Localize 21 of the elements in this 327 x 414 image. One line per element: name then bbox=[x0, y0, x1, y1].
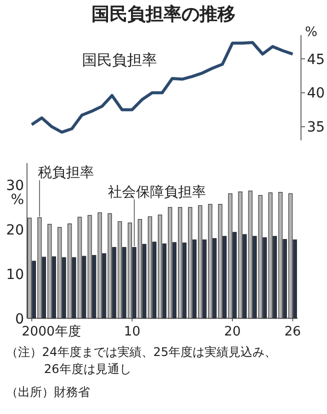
chart-title: 国民負担率の推移 bbox=[92, 4, 236, 25]
text: （注）24年度までは実績、25年度は実績見込み、26年度は見通し bbox=[6, 344, 278, 378]
y-axis-title: % bbox=[10, 192, 24, 208]
x-tick-label: 20 bbox=[224, 324, 241, 340]
y-tick-label: 20 bbox=[6, 222, 24, 239]
x-tick-label: 2000年度 bbox=[22, 323, 81, 340]
x-tick-label: 10 bbox=[124, 324, 140, 340]
y-tick-label: 0 bbox=[15, 311, 24, 328]
line-series bbox=[30, 40, 294, 134]
y-tick-label: 10 bbox=[6, 266, 24, 283]
series-label: 国民負担率 bbox=[82, 51, 157, 69]
y-tick-label: 45 bbox=[307, 52, 325, 68]
bar bbox=[27, 218, 32, 319]
text: （出所）財務省 bbox=[6, 384, 91, 401]
x-tick-label: 26 bbox=[284, 324, 301, 340]
y-axis-title: % bbox=[305, 25, 318, 40]
y-tick-label: 30 bbox=[6, 178, 24, 194]
y-tick-label: 35 bbox=[307, 120, 325, 136]
y-tick-label: 40 bbox=[307, 86, 325, 102]
text: 社会保障負担率 bbox=[108, 184, 206, 200]
text: 税負担率 bbox=[38, 165, 94, 182]
